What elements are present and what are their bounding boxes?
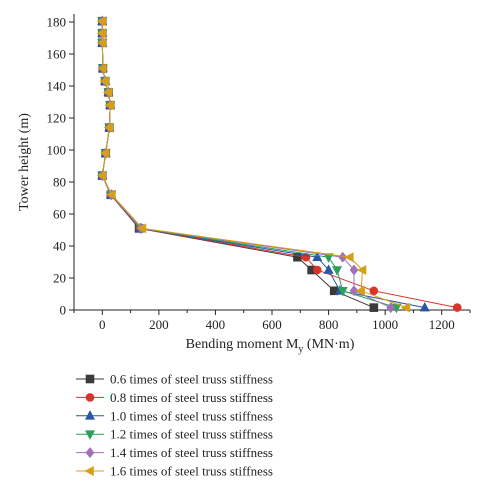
legend-item: 1.4 times of steel truss stiffness	[76, 445, 273, 460]
data-point	[312, 251, 323, 262]
data-point	[349, 264, 359, 276]
legend-label: 1.0 times of steel truss stiffness	[110, 408, 273, 423]
data-point	[386, 302, 396, 314]
legend-marker	[85, 374, 95, 384]
data-point	[293, 252, 302, 262]
x-tick-label: 1000	[372, 317, 398, 332]
data-point	[96, 170, 107, 181]
y-tick-label: 20	[53, 271, 66, 286]
y-tick-label: 120	[47, 111, 67, 126]
data-point	[99, 76, 109, 87]
legend-item: 1.6 times of steel truss stiffness	[76, 464, 273, 479]
y-tick-label: 160	[47, 47, 67, 62]
legend-label: 0.8 times of steel truss stiffness	[110, 390, 273, 405]
y-tick-label: 140	[47, 79, 67, 94]
x-tick-label: 200	[149, 317, 169, 332]
data-point	[337, 286, 348, 297]
series-3	[97, 15, 430, 312]
legend-item: 1.2 times of steel truss stiffness	[76, 427, 273, 442]
x-axis-title-main: Bending moment M	[186, 337, 299, 352]
x-ticks: 0 200 400 600 800 1000 1200	[73, 310, 471, 332]
x-axis-title-sub: y	[298, 344, 303, 355]
data-point	[100, 148, 110, 159]
legend-item: 1.0 times of steel truss stiffness	[76, 408, 273, 423]
series-line	[101, 21, 425, 309]
x-tick-label: 400	[206, 317, 226, 332]
data-point	[96, 28, 107, 39]
axes	[73, 14, 470, 311]
data-point	[102, 87, 113, 98]
legend-marker	[85, 447, 95, 459]
legend-label: 1.6 times of steel truss stiffness	[110, 464, 273, 479]
data-point	[104, 100, 115, 111]
series-line	[101, 21, 397, 309]
data-point	[369, 286, 379, 296]
y-ticks: 0 20 40 60 80 100 120 140 160 180	[47, 15, 74, 318]
series-layer	[96, 15, 462, 314]
legend-marker	[85, 410, 95, 420]
legend-marker	[85, 393, 95, 402]
y-tick-label: 40	[53, 239, 66, 254]
series-6	[96, 16, 411, 313]
legend-marker	[84, 466, 94, 476]
data-point	[332, 266, 343, 276]
series-line	[101, 21, 407, 309]
data-point	[355, 285, 365, 296]
data-point	[312, 265, 322, 275]
legend-label: 0.6 times of steel truss stiffness	[110, 372, 273, 387]
series-line	[101, 21, 458, 309]
y-axis-title: Tower height (m)	[17, 113, 32, 211]
data-point	[369, 303, 379, 312]
data-point	[97, 63, 107, 74]
x-axis-title-unit: (MN·m)	[303, 337, 354, 352]
x-tick-label: 0	[99, 317, 106, 332]
y-tick-label: 60	[53, 207, 66, 222]
legend-label: 1.4 times of steel truss stiffness	[110, 445, 273, 460]
data-point	[96, 16, 107, 27]
legend-label: 1.2 times of steel truss stiffness	[110, 427, 273, 442]
series-2	[97, 16, 462, 312]
x-axis-title: Bending moment My (MN·m)	[186, 337, 355, 355]
data-point	[419, 301, 430, 312]
data-point	[349, 285, 359, 297]
data-point	[344, 252, 354, 263]
x-tick-label: 1200	[429, 317, 455, 332]
series-line	[101, 21, 392, 309]
legend-item: 0.8 times of steel truss stiffness	[76, 390, 273, 405]
data-point	[400, 302, 411, 313]
y-tick-label: 180	[47, 15, 67, 30]
data-point	[96, 37, 107, 48]
legend-item: 0.6 times of steel truss stiffness	[76, 372, 273, 387]
series-5	[97, 15, 396, 314]
legend: 0.6 times of steel truss stiffness 0.8 ti…	[76, 372, 273, 479]
data-point	[356, 265, 367, 275]
data-point	[136, 223, 147, 234]
y-tick-label: 80	[53, 175, 66, 190]
data-point	[323, 264, 334, 274]
legend-marker	[85, 430, 95, 440]
data-point	[106, 189, 116, 200]
y-tick-label: 0	[60, 303, 67, 318]
y-tick-label: 100	[47, 143, 67, 158]
x-tick-label: 600	[262, 317, 282, 332]
data-point	[452, 303, 462, 312]
x-tick-label: 800	[319, 317, 339, 332]
data-point	[103, 122, 114, 133]
